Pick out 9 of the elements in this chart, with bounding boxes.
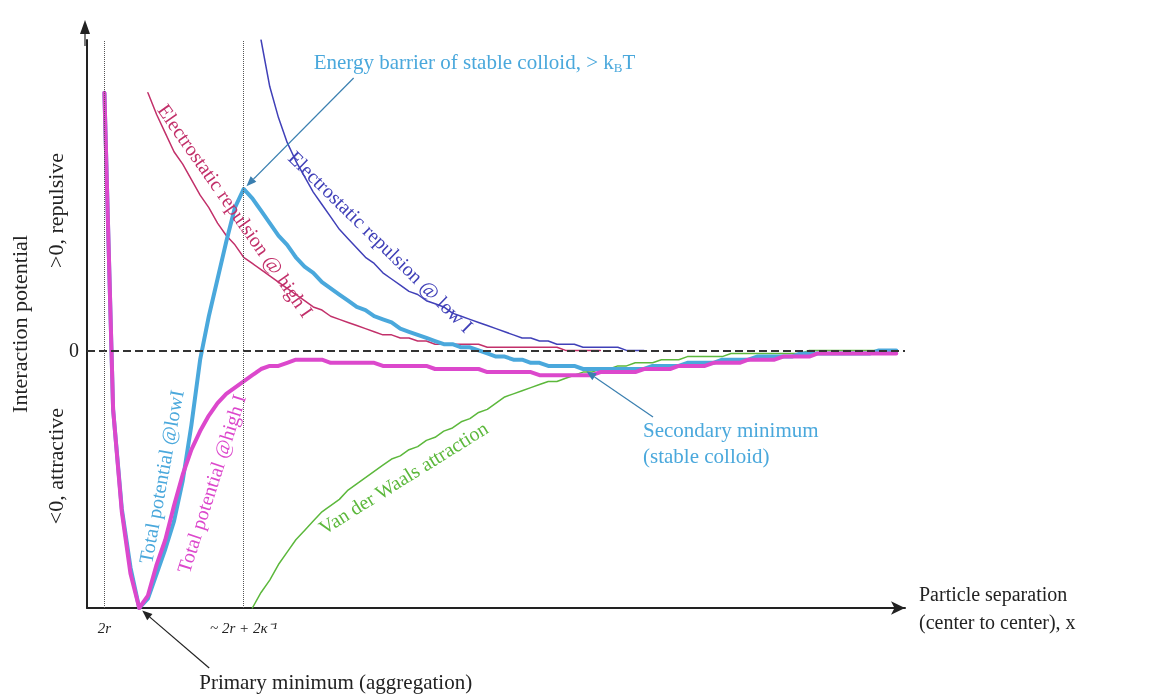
ref-line-label: 0 [69,339,79,362]
x-tick-label: 2r [97,619,112,636]
annotation: Secondary minimum (stable colloid) [643,418,819,469]
text: Primary minimum (aggregation) [199,670,473,694]
y-axis-title: Interaction potential [6,235,32,413]
text: <0, attractive [42,407,68,525]
text: >0, repulsive [42,152,68,268]
x-axis-title: Particle separation (center to center), x [919,583,1076,634]
x-tick-label: ~ 2r + 2κ⁻¹ [210,619,278,636]
